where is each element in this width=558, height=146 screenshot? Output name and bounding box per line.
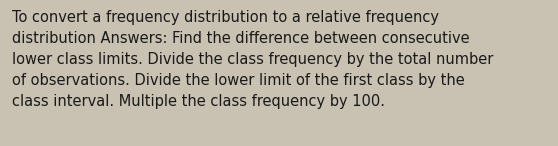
Text: To convert a frequency distribution to a relative frequency
distribution Answers: To convert a frequency distribution to a… (12, 10, 494, 109)
